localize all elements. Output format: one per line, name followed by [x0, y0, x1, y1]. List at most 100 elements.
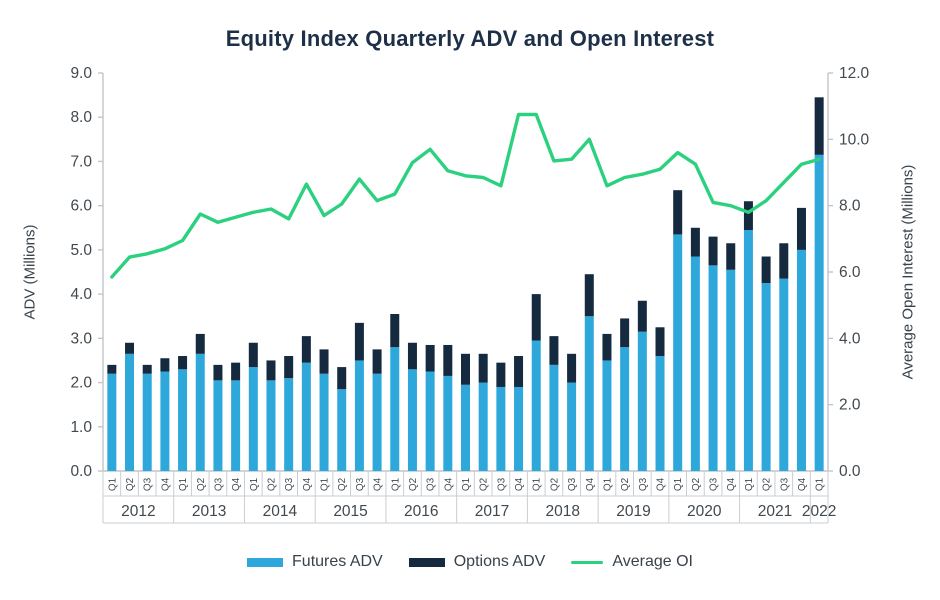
futures-adv-bar	[461, 384, 470, 471]
futures-adv-bar	[390, 347, 400, 471]
futures-adv-bar	[814, 154, 824, 472]
options-adv-bar	[213, 364, 223, 381]
options-adv-bar	[478, 353, 488, 383]
year-label: 2012	[121, 503, 155, 520]
left-axis-tick-label: 8.0	[70, 109, 92, 126]
options-adv-bar	[390, 314, 400, 348]
quarter-label: Q2	[762, 477, 773, 491]
futures-adv-bar	[637, 331, 647, 471]
right-axis-tick-label: 8.0	[839, 198, 861, 215]
options-adv-bar	[690, 227, 700, 257]
left-axis-tick-label: 6.0	[70, 198, 92, 215]
options-adv-bar	[319, 349, 329, 374]
left-axis-tick-label: 7.0	[70, 153, 92, 170]
options-adv-bar	[231, 362, 241, 381]
futures-adv-bar	[443, 375, 453, 471]
options-adv-bar	[743, 201, 753, 230]
quarter-label: Q4	[231, 477, 242, 491]
quarter-label: Q4	[585, 477, 596, 491]
quarter-label: Q3	[567, 477, 578, 491]
quarter-label: Q2	[620, 477, 631, 491]
futures-adv-bar	[690, 256, 700, 471]
quarter-label: Q1	[178, 477, 189, 491]
futures-adv-bar	[779, 278, 789, 471]
quarter-label: Q3	[779, 477, 790, 491]
year-label: 2021	[758, 503, 792, 520]
options-adv-bar	[266, 360, 276, 381]
quarter-label: Q4	[443, 477, 454, 491]
quarter-label: Q2	[691, 477, 702, 491]
futures-adv-bar	[673, 234, 683, 471]
legend-label: Futures ADV	[292, 553, 383, 570]
quarter-label: Q2	[196, 477, 207, 491]
legend-label: Average OI	[612, 553, 693, 570]
options-adv-bar	[178, 356, 188, 370]
quarter-label: Q3	[709, 477, 720, 491]
year-label: 2018	[546, 503, 580, 520]
futures-adv-bar	[107, 373, 117, 471]
options-adv-bar	[655, 327, 665, 357]
futures-adv-bar	[178, 369, 188, 471]
options-adv-bar	[354, 322, 364, 361]
quarter-label: Q4	[373, 477, 384, 491]
quarter-label: Q1	[815, 477, 826, 491]
options-adv-bar	[107, 364, 117, 374]
year-label: 2022	[802, 503, 836, 520]
quarter-label: Q1	[744, 477, 755, 491]
futures-adv-bar	[319, 373, 329, 471]
left-axis-tick-label: 1.0	[70, 419, 92, 436]
options-adv-bar	[496, 362, 506, 387]
options-adv-bar	[443, 344, 453, 376]
futures-adv-bar	[655, 356, 665, 471]
options-adv-bar	[673, 190, 683, 235]
futures-adv-bar	[549, 364, 559, 471]
left-axis-tick-label: 0.0	[70, 463, 92, 480]
left-axis-tick-label: 4.0	[70, 286, 92, 303]
quarter-label: Q2	[479, 477, 490, 491]
options-adv-bar	[584, 274, 594, 317]
legend-item-average-oi: Average OI	[571, 553, 693, 571]
quarter-label: Q4	[726, 477, 737, 491]
options-adv-bar	[549, 336, 559, 365]
left-axis-tick-label: 9.0	[70, 65, 92, 82]
options-adv-bar	[514, 356, 524, 387]
right-axis-tick-label: 6.0	[839, 264, 861, 281]
quarter-label: Q4	[302, 477, 313, 491]
futures-adv-bar	[195, 353, 205, 471]
options-adv-bar	[531, 294, 541, 341]
quarter-label: Q3	[284, 477, 295, 491]
quarter-label: Q3	[143, 477, 154, 491]
options-adv-bar	[125, 342, 135, 354]
options-adv-bar	[425, 344, 435, 372]
year-label: 2016	[404, 503, 438, 520]
futures-adv-bar	[531, 340, 541, 471]
quarter-label: Q2	[549, 477, 560, 491]
quarter-label: Q3	[426, 477, 437, 491]
futures-adv-bar	[708, 265, 718, 471]
year-label: 2019	[616, 503, 650, 520]
options-adv-bar	[761, 256, 771, 284]
futures-adv-bar	[584, 316, 594, 471]
options-adv-bar	[779, 243, 789, 279]
futures-adv-bar	[425, 371, 435, 471]
quarter-label: Q1	[532, 477, 543, 491]
futures-adv-bar	[354, 360, 364, 471]
options-adv-bar	[602, 333, 612, 361]
options-adv-bar	[248, 342, 258, 368]
options-adv-bar	[567, 353, 577, 383]
futures-adv-bar	[514, 386, 524, 471]
futures-adv-bar	[478, 382, 488, 471]
legend: Futures ADV Options ADV Average OI	[0, 549, 940, 575]
legend-item-options-adv: Options ADV	[408, 553, 546, 571]
chart-title: Equity Index Quarterly ADV and Open Inte…	[225, 26, 715, 51]
quarter-label: Q3	[496, 477, 507, 491]
quarter-label: Q1	[602, 477, 613, 491]
futures-adv-bar	[407, 369, 417, 471]
options-adv-bar	[301, 336, 311, 363]
futures-adv-bar	[213, 380, 223, 471]
legend-label: Options ADV	[453, 553, 546, 570]
right-axis-tick-label: 2.0	[839, 397, 861, 414]
futures-adv-bar	[301, 362, 311, 471]
legend-item-futures-adv: Futures ADV	[247, 553, 383, 571]
year-label: 2015	[333, 503, 367, 520]
